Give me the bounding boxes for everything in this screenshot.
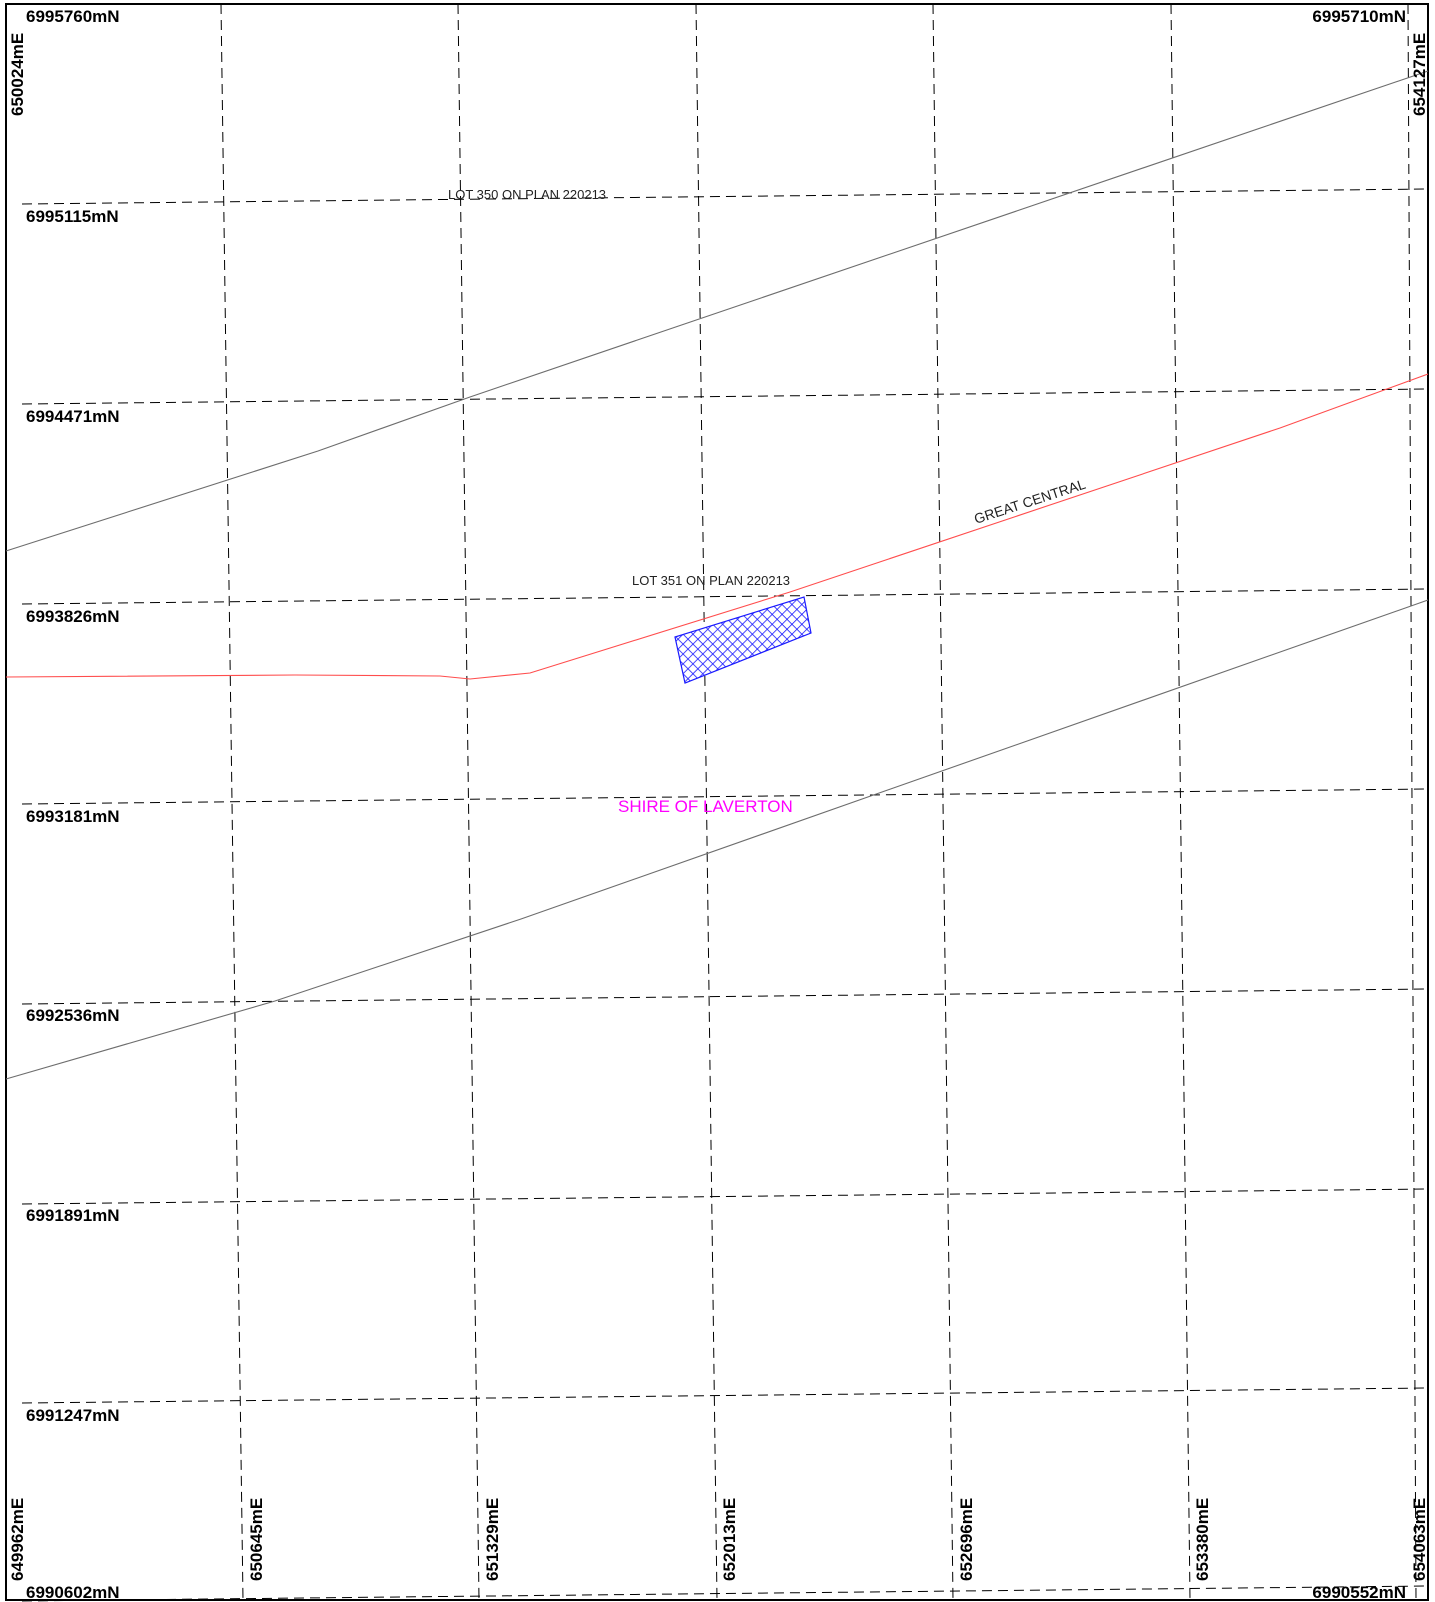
northing-label: 6994471mN <box>26 407 120 426</box>
northing-label: 6991247mN <box>26 1406 120 1425</box>
shire-of-laverton-label: SHIRE OF LAVERTON <box>618 797 793 816</box>
easting-label: 650645mE <box>247 1498 266 1581</box>
easting-label: 649962mE <box>8 1498 27 1581</box>
northing-gridline <box>21 1585 1429 1602</box>
easting-label: 653380mE <box>1193 1498 1212 1581</box>
lot-boundary-upper <box>5 70 1429 552</box>
easting-label: 651329mE <box>483 1498 502 1581</box>
northing-label: 6995115mN <box>26 207 119 226</box>
northing-label: 6992536mN <box>26 1006 120 1025</box>
easting-label: 652696mE <box>957 1498 976 1581</box>
northing-gridline <box>21 1387 1429 1404</box>
great-central-road <box>5 373 1429 680</box>
northing-label-top-right: 6995710mN <box>1312 7 1406 26</box>
northing-label-bottom-left: 6990602mN <box>26 1583 120 1602</box>
northing-gridline <box>21 588 1429 605</box>
easting-gridline <box>457 3 480 1601</box>
easting-gridline <box>220 3 244 1601</box>
tenement-area <box>674 596 812 684</box>
easting-label-top-left: 650024mE <box>8 33 27 116</box>
lot-boundary-lower <box>5 599 1429 1080</box>
northing-label: 6993826mN <box>26 607 120 626</box>
northing-label: 6993181mN <box>26 807 120 826</box>
northing-gridline <box>21 1188 1429 1205</box>
easting-labels: 649962mE 650645mE 651329mE 652013mE 6526… <box>8 1498 1429 1581</box>
easting-gridline <box>1170 3 1191 1601</box>
lot-351-label: LOT 351 ON PLAN 220213 <box>632 573 790 588</box>
easting-gridline <box>1407 3 1417 1601</box>
easting-label-top-right: 654127mE <box>1410 33 1429 116</box>
northing-label: 6991891mN <box>26 1206 120 1225</box>
great-central-road-label: GREAT CENTRAL <box>972 476 1088 527</box>
easting-gridline <box>695 3 718 1601</box>
northing-label-bottom-right: 6990552mN <box>1312 1583 1406 1602</box>
easting-label: 652013mE <box>720 1498 739 1581</box>
northing-labels: 6995115mN 6994471mN 6993826mN 6993181mN … <box>26 207 120 1425</box>
easting-label: 654063mE <box>1410 1498 1429 1581</box>
northing-gridline <box>21 788 1429 805</box>
northing-grid-lines <box>21 188 1429 1602</box>
northing-label-top-left: 6995760mN <box>26 7 120 26</box>
map-frame <box>5 3 1429 1601</box>
northing-gridline <box>21 388 1429 405</box>
northing-gridline <box>21 188 1429 205</box>
northing-gridline <box>21 988 1429 1005</box>
easting-grid-lines <box>220 3 1417 1601</box>
easting-gridline <box>932 3 954 1601</box>
lot-350-label: LOT 350 ON PLAN 220213 <box>448 187 606 202</box>
